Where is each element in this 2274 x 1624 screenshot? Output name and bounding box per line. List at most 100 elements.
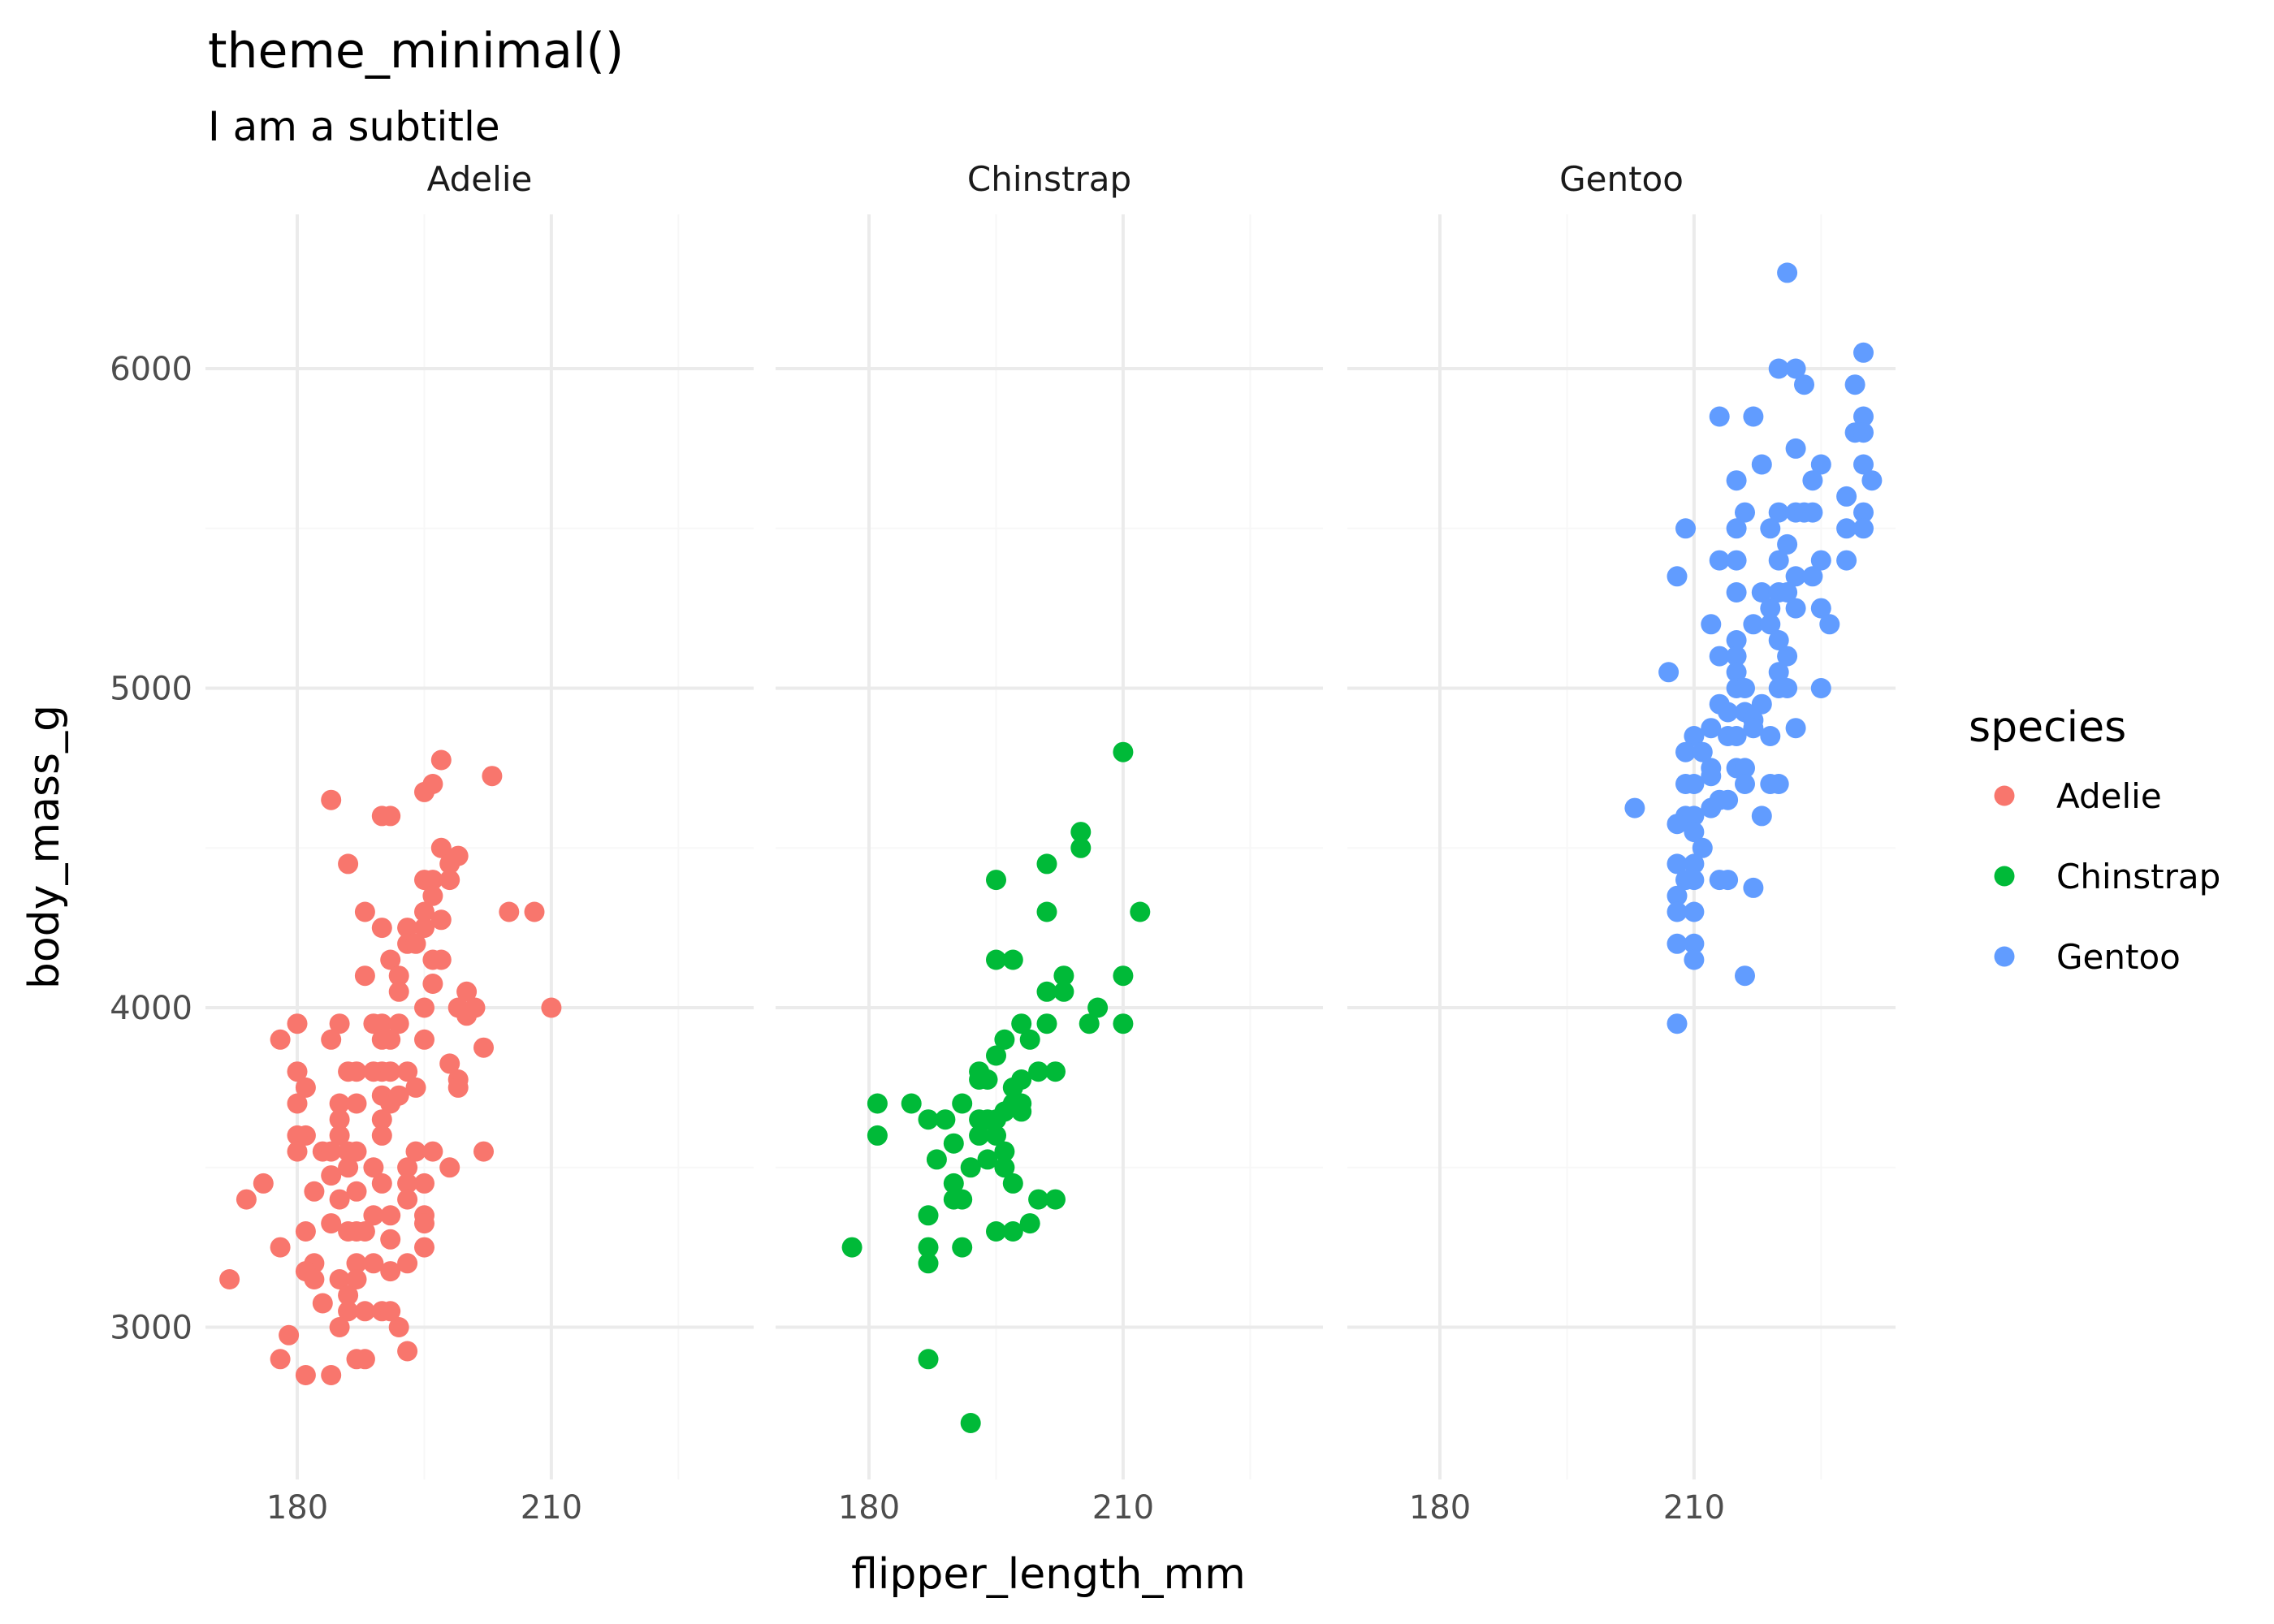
data-point xyxy=(1853,454,1874,475)
data-point xyxy=(1036,981,1057,1002)
x-tick-label: 210 xyxy=(1663,1489,1725,1527)
data-point xyxy=(388,965,409,987)
data-point xyxy=(1768,502,1789,523)
data-point xyxy=(414,1173,434,1194)
facet-strip-label: Adelie xyxy=(427,159,533,199)
data-point xyxy=(304,1269,325,1289)
data-point xyxy=(1785,718,1806,739)
data-point xyxy=(321,1365,342,1385)
data-point xyxy=(1810,550,1831,571)
data-point xyxy=(1718,789,1739,810)
data-point xyxy=(952,1093,973,1114)
data-point xyxy=(380,1229,401,1250)
data-point xyxy=(986,1109,1006,1130)
y-tick-label: 4000 xyxy=(110,990,192,1027)
data-point xyxy=(969,1069,990,1090)
data-point xyxy=(867,1093,888,1114)
data-point xyxy=(1053,981,1074,1002)
data-point xyxy=(926,1149,947,1170)
data-point xyxy=(397,1157,418,1178)
data-point xyxy=(977,1149,998,1170)
data-point xyxy=(371,1013,392,1034)
data-point xyxy=(295,1077,316,1098)
data-point xyxy=(1667,814,1688,835)
data-point xyxy=(414,1237,434,1258)
x-tick-label: 180 xyxy=(1409,1489,1471,1527)
data-point xyxy=(371,1173,392,1194)
data-point xyxy=(354,1301,375,1322)
data-point xyxy=(422,974,443,994)
data-point xyxy=(1819,614,1840,635)
data-point xyxy=(1785,358,1806,379)
data-point xyxy=(1802,470,1823,491)
data-point xyxy=(447,1077,469,1098)
data-point xyxy=(380,1205,401,1226)
data-point xyxy=(1701,718,1722,739)
data-point xyxy=(986,1221,1006,1242)
data-point xyxy=(1853,406,1874,427)
data-point xyxy=(346,1141,367,1162)
data-point xyxy=(380,1261,401,1282)
data-point xyxy=(329,1093,350,1114)
data-point xyxy=(236,1189,257,1210)
data-point xyxy=(1777,533,1798,555)
data-point xyxy=(270,1349,291,1370)
data-point xyxy=(867,1125,888,1146)
data-point xyxy=(960,1157,981,1178)
data-point xyxy=(439,1053,460,1074)
data-point xyxy=(371,1109,392,1130)
data-point xyxy=(1684,901,1705,922)
data-point xyxy=(986,1045,1006,1066)
data-point xyxy=(1802,566,1823,587)
data-point xyxy=(439,870,460,891)
data-point xyxy=(354,1349,375,1370)
data-point xyxy=(439,853,460,875)
data-point xyxy=(1794,374,1814,395)
data-point xyxy=(338,1285,359,1306)
x-tick-label: 210 xyxy=(521,1489,582,1527)
data-point xyxy=(1726,662,1747,683)
data-point xyxy=(414,997,434,1018)
data-point xyxy=(1743,406,1764,427)
data-point xyxy=(1743,614,1764,635)
data-point xyxy=(430,909,452,931)
data-point xyxy=(1726,582,1747,603)
facet-strip-label: Gentoo xyxy=(1559,159,1684,199)
data-point xyxy=(380,1029,401,1050)
data-point xyxy=(439,1157,460,1178)
data-point xyxy=(329,1269,350,1289)
data-point xyxy=(295,1221,316,1242)
data-point xyxy=(1002,949,1023,970)
data-point xyxy=(253,1173,274,1194)
data-point xyxy=(354,965,375,987)
data-point xyxy=(1777,646,1798,667)
data-point xyxy=(1760,518,1781,539)
data-point xyxy=(430,837,452,858)
data-point xyxy=(329,1317,350,1337)
data-point xyxy=(1836,486,1857,507)
data-point xyxy=(1011,1013,1032,1034)
data-point xyxy=(1684,933,1705,954)
data-point xyxy=(1684,870,1705,891)
data-point xyxy=(346,1253,367,1274)
data-point xyxy=(346,1269,367,1289)
data-point xyxy=(1853,422,1874,443)
data-point xyxy=(270,1237,291,1258)
data-point xyxy=(918,1109,939,1130)
data-point xyxy=(1130,901,1151,922)
data-point xyxy=(287,1061,308,1082)
data-point xyxy=(295,1365,316,1385)
data-point xyxy=(321,1141,342,1162)
data-point xyxy=(363,1205,384,1226)
data-point xyxy=(329,1109,350,1130)
data-point xyxy=(1684,774,1705,794)
data-point xyxy=(994,1157,1015,1178)
data-point xyxy=(312,1293,333,1314)
series-chinstrap xyxy=(841,741,1151,1433)
data-point xyxy=(1777,582,1798,603)
data-point xyxy=(960,1413,981,1433)
data-point xyxy=(1019,1213,1040,1234)
data-point xyxy=(371,918,392,939)
data-point xyxy=(1667,853,1688,875)
